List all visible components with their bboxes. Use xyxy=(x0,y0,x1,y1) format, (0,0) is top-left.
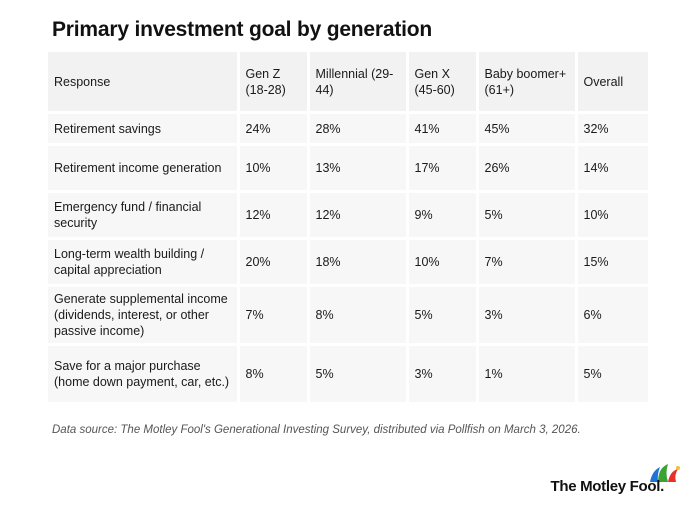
cell-value: 7% xyxy=(475,238,576,287)
column-header-response: Response xyxy=(48,52,238,114)
cell-value: 3% xyxy=(405,344,477,405)
cell-value: 5% xyxy=(574,344,648,405)
cell-value: 7% xyxy=(236,285,308,346)
row-label: Emergency fund / financial security xyxy=(48,191,238,240)
brand-name: The Motley Fool. xyxy=(550,478,664,495)
cell-value: 15% xyxy=(574,238,648,287)
column-header-gen-z: Gen Z (18-28) xyxy=(236,52,308,114)
cell-value: 41% xyxy=(405,112,477,146)
column-header-baby-boomer: Baby boomer+ (61+) xyxy=(475,52,576,114)
cell-value: 5% xyxy=(405,285,477,346)
cell-value: 45% xyxy=(475,112,576,146)
cell-value: 12% xyxy=(306,191,407,240)
motley-fool-logo: The Motley Fool. xyxy=(530,462,680,498)
jester-hat-bell xyxy=(676,466,680,470)
header-row: Response Gen Z (18-28) Millennial (29-44… xyxy=(48,52,648,114)
row-label: Save for a major purchase (home down pay… xyxy=(48,344,238,405)
cell-value: 8% xyxy=(306,285,407,346)
cell-value: 28% xyxy=(306,112,407,146)
cell-value: 10% xyxy=(236,144,308,193)
cell-value: 8% xyxy=(236,344,308,405)
cell-value: 6% xyxy=(574,285,648,346)
table-row: Save for a major purchase (home down pay… xyxy=(48,344,648,405)
cell-value: 1% xyxy=(475,344,576,405)
table-row: Generate supplemental income (dividends,… xyxy=(48,285,648,346)
cell-value: 5% xyxy=(306,344,407,405)
table-row: Emergency fund / financial security 12% … xyxy=(48,191,648,240)
cell-value: 14% xyxy=(574,144,648,193)
row-label: Retirement income generation xyxy=(48,144,238,193)
chart-title: Primary investment goal by generation xyxy=(52,18,433,41)
jester-hat-icon xyxy=(650,464,680,482)
table-row: Retirement income generation 10% 13% 17%… xyxy=(48,144,648,193)
cell-value: 3% xyxy=(475,285,576,346)
table-row: Retirement savings 24% 28% 41% 45% 32% xyxy=(48,112,648,146)
row-label: Generate supplemental income (dividends,… xyxy=(48,285,238,346)
cell-value: 10% xyxy=(574,191,648,240)
cell-value: 10% xyxy=(405,238,477,287)
table-row: Long-term wealth building / capital appr… xyxy=(48,238,648,287)
jester-hat-red-point xyxy=(668,469,678,482)
column-header-overall: Overall xyxy=(574,52,648,114)
row-label: Retirement savings xyxy=(48,112,238,146)
cell-value: 32% xyxy=(574,112,648,146)
column-header-gen-x: Gen X (45-60) xyxy=(405,52,477,114)
cell-value: 12% xyxy=(236,191,308,240)
cell-value: 17% xyxy=(405,144,477,193)
data-table: Response Gen Z (18-28) Millennial (29-44… xyxy=(48,52,648,405)
cell-value: 26% xyxy=(475,144,576,193)
row-label: Long-term wealth building / capital appr… xyxy=(48,238,238,287)
cell-value: 13% xyxy=(306,144,407,193)
jester-hat-blue-point xyxy=(650,467,660,482)
column-header-millennial: Millennial (29-44) xyxy=(306,52,407,114)
cell-value: 9% xyxy=(405,191,477,240)
jester-hat-green-point xyxy=(658,464,668,482)
cell-value: 5% xyxy=(475,191,576,240)
cell-value: 24% xyxy=(236,112,308,146)
cell-value: 20% xyxy=(236,238,308,287)
data-source-note: Data source: The Motley Fool's Generatio… xyxy=(52,424,581,436)
cell-value: 18% xyxy=(306,238,407,287)
